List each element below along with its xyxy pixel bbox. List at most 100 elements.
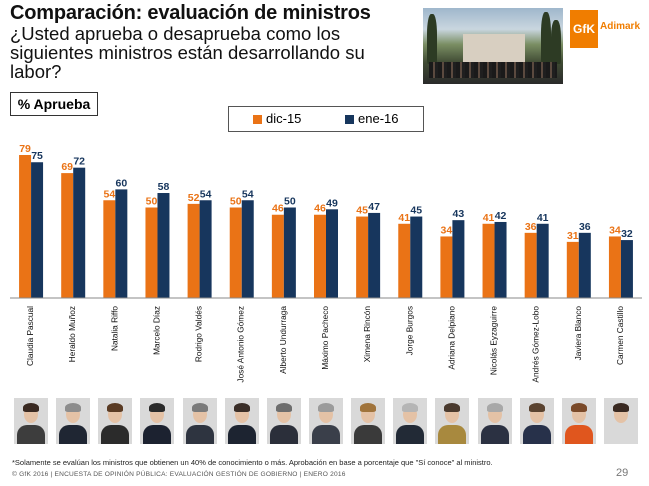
bar-ene16-6 bbox=[283, 207, 296, 298]
category-label-2: Natalia Riffo bbox=[109, 306, 119, 351]
minister-portrait-9 bbox=[393, 398, 428, 444]
minister-portrait-13 bbox=[561, 398, 596, 444]
bar-dic15-13 bbox=[566, 241, 579, 298]
bar-ene16-0 bbox=[31, 162, 44, 298]
bar-dic15-0 bbox=[19, 155, 32, 298]
bar-dic15-7 bbox=[314, 214, 326, 298]
category-label-14: Carmen Castillo bbox=[615, 306, 625, 365]
data-label-ene16-8: 47 bbox=[368, 201, 380, 213]
minister-portrait-4 bbox=[182, 398, 217, 444]
minister-portrait-7 bbox=[309, 398, 343, 444]
legend-swatch-dic15 bbox=[253, 115, 262, 125]
minister-portrait-10 bbox=[435, 398, 470, 444]
category-label-8: Ximena Rincón bbox=[362, 306, 372, 363]
bar-ene16-4 bbox=[199, 200, 212, 298]
category-label-13: Javiera Blanco bbox=[573, 306, 583, 361]
bar-dic15-14 bbox=[608, 236, 621, 298]
category-label-5: José Antonio Gómez bbox=[236, 306, 246, 383]
data-label-ene16-4: 54 bbox=[200, 188, 212, 200]
data-label-dic15-12: 36 bbox=[525, 221, 537, 233]
data-label-dic15-13: 31 bbox=[567, 230, 579, 242]
survey-question: ¿Usted aprueba o desaprueba como los sig… bbox=[10, 23, 365, 82]
data-label-dic15-14: 34 bbox=[609, 224, 621, 236]
bar-ene16-3 bbox=[157, 193, 170, 298]
bar-dic15-1 bbox=[61, 173, 74, 298]
legend-label-dic15: dic-15 bbox=[266, 111, 302, 126]
minister-portrait-5 bbox=[224, 398, 259, 444]
data-label-dic15-5: 50 bbox=[230, 195, 242, 207]
minister-portrait-8 bbox=[351, 398, 386, 444]
category-label-3: Marcelo Díaz bbox=[151, 306, 161, 355]
data-label-dic15-3: 50 bbox=[146, 195, 158, 207]
data-label-ene16-10: 43 bbox=[453, 208, 465, 220]
bar-ene16-11 bbox=[494, 221, 507, 298]
bar-ene16-5 bbox=[241, 200, 254, 298]
legend-label-ene16: ene-16 bbox=[358, 111, 399, 126]
minister-portrait-6 bbox=[266, 398, 301, 444]
bar-ene16-13 bbox=[578, 232, 591, 298]
category-label-6: Alberto Undurraga bbox=[278, 306, 288, 374]
minister-portrait-12 bbox=[519, 398, 554, 444]
category-label-12: Andrés Gómez-Lobo bbox=[531, 306, 541, 383]
bar-dic15-9 bbox=[398, 223, 411, 298]
category-label-0: Claudia Pascual bbox=[25, 306, 35, 366]
minister-portraits bbox=[10, 398, 640, 448]
gfk-logo-mark: GfK bbox=[570, 10, 598, 48]
data-label-ene16-2: 60 bbox=[115, 177, 127, 189]
data-label-ene16-12: 41 bbox=[537, 212, 549, 224]
bar-ene16-1 bbox=[73, 167, 86, 298]
minister-portrait-1 bbox=[56, 398, 91, 444]
minister-portrait-14 bbox=[603, 398, 638, 444]
category-label-1: Heraldo Muñoz bbox=[67, 306, 77, 362]
data-label-ene16-7: 49 bbox=[326, 197, 338, 209]
bar-dic15-10 bbox=[440, 236, 453, 298]
bar-dic15-3 bbox=[145, 207, 158, 298]
data-label-dic15-6: 46 bbox=[272, 203, 284, 215]
data-label-ene16-9: 45 bbox=[410, 205, 422, 217]
bar-ene16-8 bbox=[368, 212, 381, 298]
data-label-ene16-5: 54 bbox=[242, 188, 254, 200]
category-label-7: Máximo Pacheco bbox=[320, 306, 330, 370]
data-label-ene16-14: 32 bbox=[621, 228, 633, 240]
footer-source: © GfK 2016 | ENCUESTA DE OPINIÓN PÚBLICA… bbox=[12, 471, 346, 478]
bar-ene16-12 bbox=[536, 223, 549, 298]
minister-portrait-11 bbox=[477, 398, 512, 444]
footnote: *Solamente se evalúan los ministros que … bbox=[12, 458, 493, 467]
bar-dic15-11 bbox=[482, 223, 495, 298]
bar-ene16-9 bbox=[410, 216, 423, 298]
bar-dic15-4 bbox=[187, 203, 200, 298]
bar-ene16-14 bbox=[620, 240, 633, 298]
cabinet-photo bbox=[423, 8, 563, 84]
bar-ene16-2 bbox=[115, 189, 128, 298]
data-label-dic15-7: 46 bbox=[314, 203, 326, 215]
gfk-adimark-logo: GfK Adimark bbox=[570, 10, 648, 50]
category-label-10: Adriana Delpiano bbox=[446, 306, 456, 370]
data-label-dic15-0: 79 bbox=[19, 143, 31, 155]
data-label-dic15-4: 52 bbox=[188, 192, 200, 204]
approval-label-box: % Aprueba bbox=[10, 92, 98, 116]
adimark-logo-text: Adimark bbox=[600, 21, 641, 32]
data-label-ene16-1: 72 bbox=[73, 156, 85, 168]
page-title: Comparación: evaluación de ministros bbox=[10, 2, 371, 24]
data-label-ene16-11: 42 bbox=[495, 210, 507, 222]
data-label-ene16-6: 50 bbox=[284, 195, 296, 207]
data-label-dic15-11: 41 bbox=[483, 212, 495, 224]
data-label-dic15-2: 54 bbox=[103, 188, 115, 200]
bar-ene16-7 bbox=[326, 209, 338, 298]
data-label-dic15-1: 69 bbox=[61, 161, 73, 173]
chart-legend: dic-15 ene-16 bbox=[228, 106, 424, 132]
category-label-9: Jorge Burgos bbox=[404, 306, 414, 355]
data-label-dic15-8: 45 bbox=[356, 205, 368, 217]
legend-item-ene16: ene-16 bbox=[345, 111, 398, 127]
minister-portrait-0 bbox=[14, 398, 49, 444]
legend-swatch-ene16 bbox=[345, 115, 354, 125]
legend-item-dic15: dic-15 bbox=[253, 111, 301, 127]
minister-portrait-3 bbox=[140, 398, 175, 444]
data-label-ene16-0: 75 bbox=[31, 150, 43, 162]
page-number: 29 bbox=[616, 467, 629, 479]
data-label-ene16-3: 58 bbox=[158, 181, 170, 193]
data-label-dic15-9: 41 bbox=[398, 212, 410, 224]
minister-portrait-2 bbox=[98, 398, 133, 444]
data-label-ene16-13: 36 bbox=[579, 221, 591, 233]
